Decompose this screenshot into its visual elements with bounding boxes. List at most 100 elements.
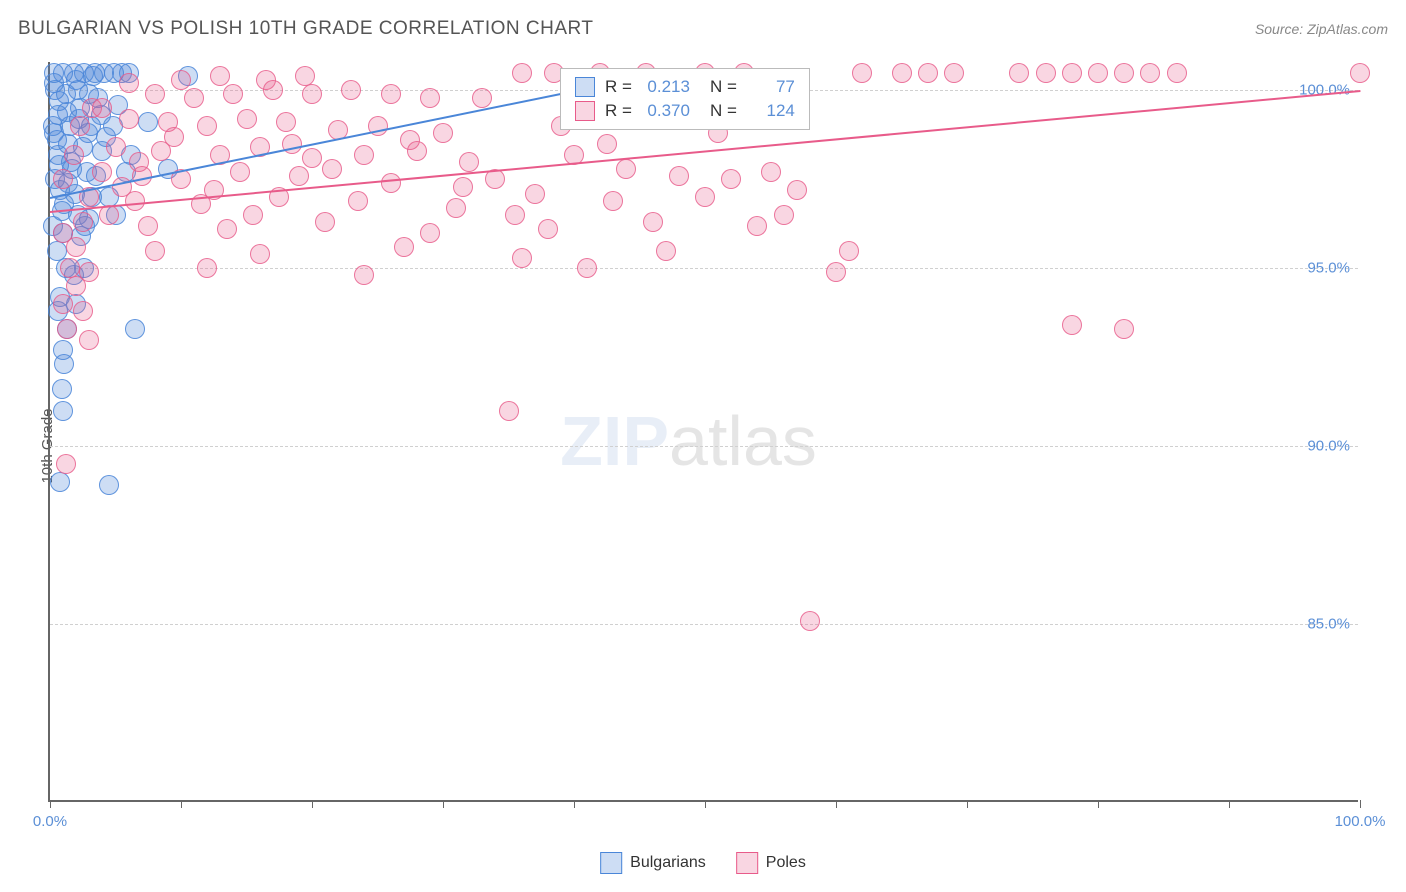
scatter-point (826, 262, 846, 282)
scatter-point (53, 294, 73, 314)
scatter-point (597, 134, 617, 154)
scatter-point (99, 475, 119, 495)
scatter-point (49, 91, 69, 111)
bottom-legend-swatch (600, 852, 622, 874)
scatter-point (52, 379, 72, 399)
legend-r-value: 0.370 (642, 101, 690, 121)
scatter-point (210, 66, 230, 86)
scatter-point (381, 84, 401, 104)
scatter-point (394, 237, 414, 257)
y-tick-label: 95.0% (1307, 260, 1350, 277)
legend-n-value: 77 (747, 77, 795, 97)
bottom-legend: Bulgarians Poles (600, 852, 806, 874)
scatter-point (499, 401, 519, 421)
legend-swatch (575, 101, 595, 121)
scatter-point (669, 166, 689, 186)
scatter-point (852, 63, 872, 83)
scatter-point (577, 258, 597, 278)
scatter-point (145, 241, 165, 261)
scatter-point (1062, 63, 1082, 83)
x-tick (836, 800, 837, 808)
y-tick-label: 85.0% (1307, 616, 1350, 633)
scatter-point (892, 63, 912, 83)
scatter-point (354, 265, 374, 285)
scatter-point (73, 301, 93, 321)
scatter-point (1114, 63, 1134, 83)
bottom-legend-label: Poles (766, 854, 806, 872)
scatter-point (381, 173, 401, 193)
scatter-point (230, 162, 250, 182)
scatter-point (747, 216, 767, 236)
scatter-point (459, 152, 479, 172)
watermark-zip: ZIP (560, 402, 669, 480)
scatter-point (92, 162, 112, 182)
x-tick (967, 800, 968, 808)
bottom-legend-item: Bulgarians (600, 852, 706, 874)
scatter-point (83, 66, 103, 86)
plot-area: ZIPatlas 85.0%90.0%95.0%100.0%0.0%100.0% (48, 62, 1358, 802)
scatter-point (50, 472, 70, 492)
scatter-point (538, 219, 558, 239)
legend-n-value: 124 (747, 101, 795, 121)
scatter-point (1167, 63, 1187, 83)
scatter-point (171, 70, 191, 90)
y-tick-label: 90.0% (1307, 438, 1350, 455)
legend-r-label: R = (605, 77, 632, 97)
chart-source: Source: ZipAtlas.com (1255, 21, 1388, 37)
scatter-point (64, 145, 84, 165)
bottom-legend-item: Poles (736, 852, 806, 874)
scatter-point (250, 244, 270, 264)
scatter-point (505, 205, 525, 225)
watermark: ZIPatlas (560, 401, 817, 481)
scatter-point (656, 241, 676, 261)
scatter-point (302, 148, 322, 168)
scatter-point (243, 205, 263, 225)
scatter-point (1114, 319, 1134, 339)
scatter-point (800, 611, 820, 631)
scatter-point (125, 319, 145, 339)
scatter-point (774, 205, 794, 225)
x-tick-label: 0.0% (33, 813, 67, 830)
scatter-point (433, 123, 453, 143)
scatter-point (106, 137, 126, 157)
scatter-point (53, 401, 73, 421)
bottom-legend-swatch (736, 852, 758, 874)
scatter-point (82, 98, 102, 118)
scatter-point (918, 63, 938, 83)
x-tick (574, 800, 575, 808)
stats-legend: R =0.213N =77R =0.370N =124 (560, 68, 810, 130)
legend-r-value: 0.213 (642, 77, 690, 97)
scatter-point (56, 454, 76, 474)
scatter-point (295, 66, 315, 86)
scatter-point (73, 212, 93, 232)
x-tick (181, 800, 182, 808)
scatter-point (145, 84, 165, 104)
scatter-point (1009, 63, 1029, 83)
scatter-point (119, 109, 139, 129)
bottom-legend-label: Bulgarians (630, 854, 706, 872)
scatter-point (472, 88, 492, 108)
scatter-point (453, 177, 473, 197)
x-tick (1229, 800, 1230, 808)
scatter-point (315, 212, 335, 232)
legend-n-label: N = (710, 101, 737, 121)
scatter-point (695, 187, 715, 207)
scatter-point (256, 70, 276, 90)
scatter-point (354, 145, 374, 165)
scatter-point (70, 116, 90, 136)
scatter-point (217, 219, 237, 239)
scatter-point (302, 84, 322, 104)
scatter-point (53, 223, 73, 243)
scatter-point (603, 191, 623, 211)
scatter-point (276, 112, 296, 132)
scatter-point (53, 169, 73, 189)
scatter-point (1036, 63, 1056, 83)
scatter-point (525, 184, 545, 204)
scatter-point (787, 180, 807, 200)
scatter-point (616, 159, 636, 179)
scatter-point (66, 276, 86, 296)
legend-r-label: R = (605, 101, 632, 121)
scatter-point (112, 177, 132, 197)
scatter-point (1350, 63, 1370, 83)
scatter-point (237, 109, 257, 129)
